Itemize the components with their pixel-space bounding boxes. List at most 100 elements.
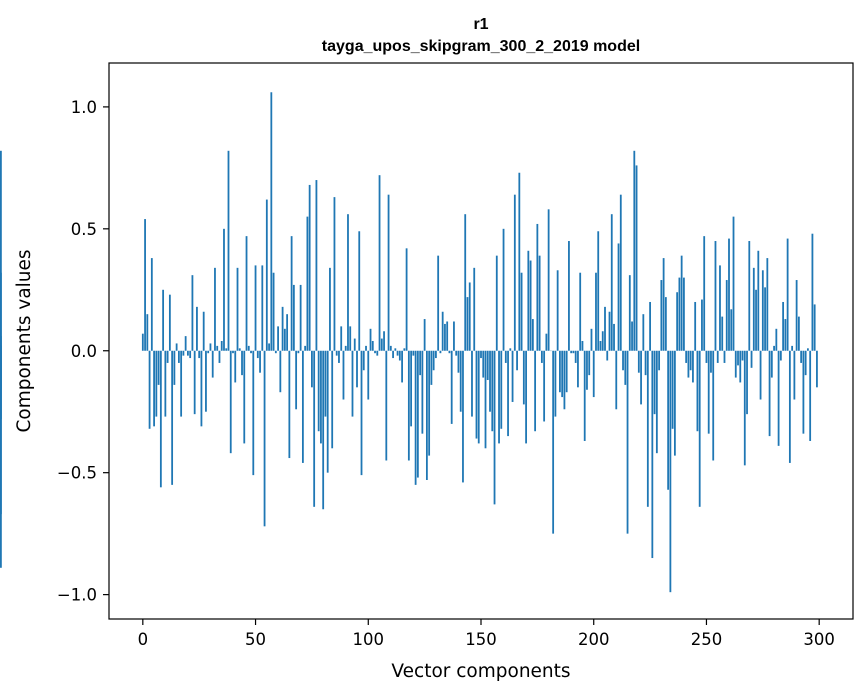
bar (211, 350, 214, 378)
bar (701, 299, 703, 351)
bar (437, 255, 440, 351)
bar (655, 350, 658, 454)
bar (739, 350, 742, 383)
bar (274, 350, 277, 354)
bar (444, 323, 446, 351)
bar (642, 314, 645, 351)
bar (392, 350, 394, 359)
chart-title: r1 (473, 16, 488, 33)
x-axis-ticks: 0 50 100 150 200 250 300 (138, 619, 835, 649)
bar (459, 350, 462, 412)
bar (155, 350, 158, 417)
bar (175, 343, 178, 351)
bar (288, 350, 291, 459)
bar (308, 184, 311, 351)
bar (788, 350, 791, 463)
bar (536, 223, 539, 351)
bar (773, 345, 775, 351)
bar (757, 250, 760, 351)
bar (177, 350, 180, 363)
bar (770, 350, 773, 378)
bar (369, 328, 372, 351)
bar (148, 350, 151, 429)
bar (232, 350, 234, 354)
bar (153, 350, 155, 427)
bar (777, 350, 780, 446)
bar (577, 350, 579, 388)
bar (220, 341, 223, 351)
bar (498, 350, 500, 444)
bar (775, 328, 778, 351)
bar (737, 350, 739, 366)
bar (606, 350, 609, 361)
x-tick-label: 50 (245, 630, 266, 649)
bar (658, 350, 661, 371)
bar (552, 350, 555, 534)
bar (462, 350, 464, 483)
bar (721, 316, 724, 351)
bar (423, 319, 426, 351)
y-axis-label: Components values (14, 249, 35, 432)
bar (466, 297, 469, 351)
bar (538, 255, 541, 351)
bar (317, 350, 320, 432)
bar (662, 258, 665, 351)
bar (583, 350, 586, 441)
bar (324, 350, 327, 417)
bar (813, 304, 816, 351)
bar (592, 350, 595, 398)
bar (518, 172, 521, 351)
bar (297, 350, 300, 354)
bar (272, 272, 275, 351)
bar (759, 350, 762, 400)
bar (435, 350, 437, 359)
bar (741, 350, 744, 361)
bar (484, 350, 487, 449)
bar (144, 219, 146, 351)
y-tick-label: 1.0 (71, 98, 97, 117)
bar (595, 272, 597, 351)
bar (416, 350, 419, 478)
bar (254, 265, 257, 351)
bar (791, 345, 794, 351)
bar (601, 331, 604, 351)
bar (520, 272, 523, 351)
bar (565, 350, 568, 393)
bar (689, 350, 692, 371)
bar (322, 350, 325, 510)
bar (218, 350, 221, 363)
bar (651, 350, 654, 559)
bar (214, 267, 216, 351)
bar (446, 321, 449, 351)
bar (265, 199, 268, 351)
bar (200, 350, 203, 427)
bar (331, 350, 334, 449)
bar (383, 331, 385, 351)
bar (286, 314, 289, 351)
x-tick-label: 100 (353, 630, 385, 649)
bar (356, 350, 358, 388)
bar (162, 289, 165, 351)
bar (0, 350, 2, 390)
bar (166, 350, 169, 363)
bar (516, 350, 518, 371)
bar (511, 350, 514, 402)
bar (340, 326, 343, 351)
bar (441, 311, 444, 351)
bar (719, 265, 721, 351)
bar (619, 194, 622, 351)
bar (335, 350, 338, 356)
bar (640, 350, 642, 405)
bar (572, 350, 575, 354)
bar (261, 265, 264, 351)
bar (676, 292, 679, 351)
bar (486, 350, 489, 381)
bar (468, 282, 471, 351)
bar (779, 350, 782, 361)
bar (263, 350, 266, 527)
bar (683, 277, 685, 351)
bar (613, 323, 615, 351)
bar (385, 350, 388, 461)
bar (329, 267, 331, 351)
x-tick-label: 250 (691, 630, 723, 649)
